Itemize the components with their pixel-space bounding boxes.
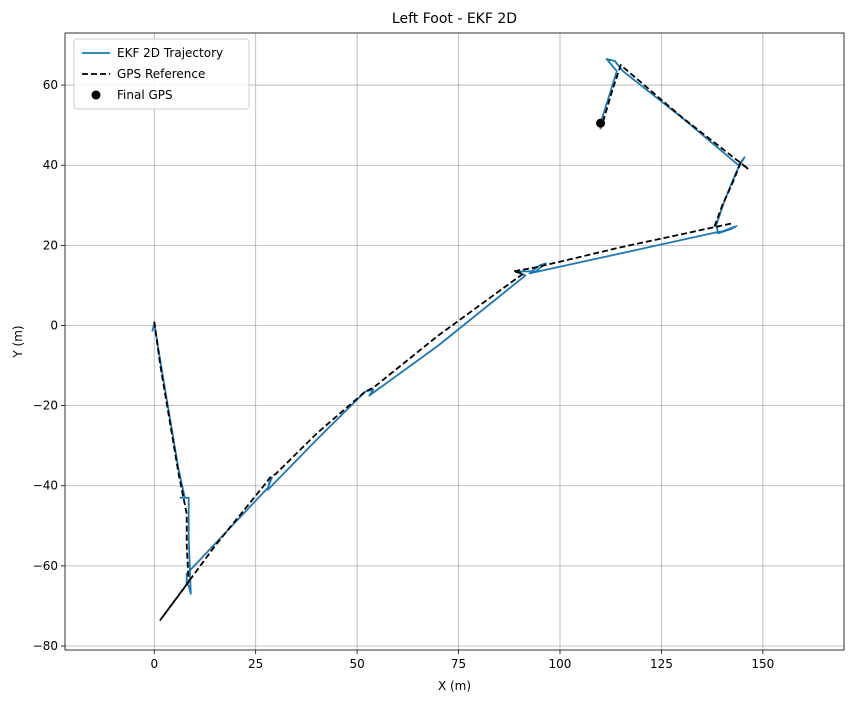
x-tick-label: 75 (451, 657, 466, 671)
gps-reference-line (153, 64, 750, 621)
legend-box (73, 38, 250, 110)
y-tick-label: 20 (43, 238, 58, 252)
ekf-trajectory-line (151, 58, 746, 595)
y-tick-label: 40 (43, 158, 58, 172)
x-tick-label: 25 (248, 657, 263, 671)
y-tick-label: −20 (33, 399, 58, 413)
plot-frame (64, 32, 845, 651)
x-axis-label: X (m) (438, 679, 471, 693)
y-tick-label: −60 (33, 559, 58, 573)
final-gps-marker (596, 118, 606, 128)
x-tick-label: 0 (150, 657, 158, 671)
y-tick-label: 0 (50, 318, 58, 332)
y-tick-label: 60 (43, 78, 58, 92)
series-layer (151, 58, 750, 621)
y-tick-label: −40 (33, 479, 58, 493)
chart-title: Left Foot - EKF 2D (392, 11, 517, 27)
y-tick-label: −80 (33, 639, 58, 653)
x-tick-label: 150 (751, 657, 774, 671)
legend-label-gps-reference: GPS Reference (117, 67, 205, 81)
x-tick-label: 50 (349, 657, 364, 671)
legend-label-final-gps: Final GPS (117, 88, 173, 102)
x-tick-label: 100 (549, 657, 572, 671)
legend-label-ekf-trajectory: EKF 2D Trajectory (117, 46, 223, 60)
legend-swatch-final-gps (91, 90, 101, 100)
ticks: 0 25 50 75 100 125 150 −80 −60 −40 −20 0 20 40 60 (33, 78, 775, 671)
legend: EKF 2D Trajectory GPS Reference Final GP… (73, 38, 250, 110)
y-axis-label: Y (m) (11, 325, 25, 358)
x-tick-label: 125 (650, 657, 673, 671)
